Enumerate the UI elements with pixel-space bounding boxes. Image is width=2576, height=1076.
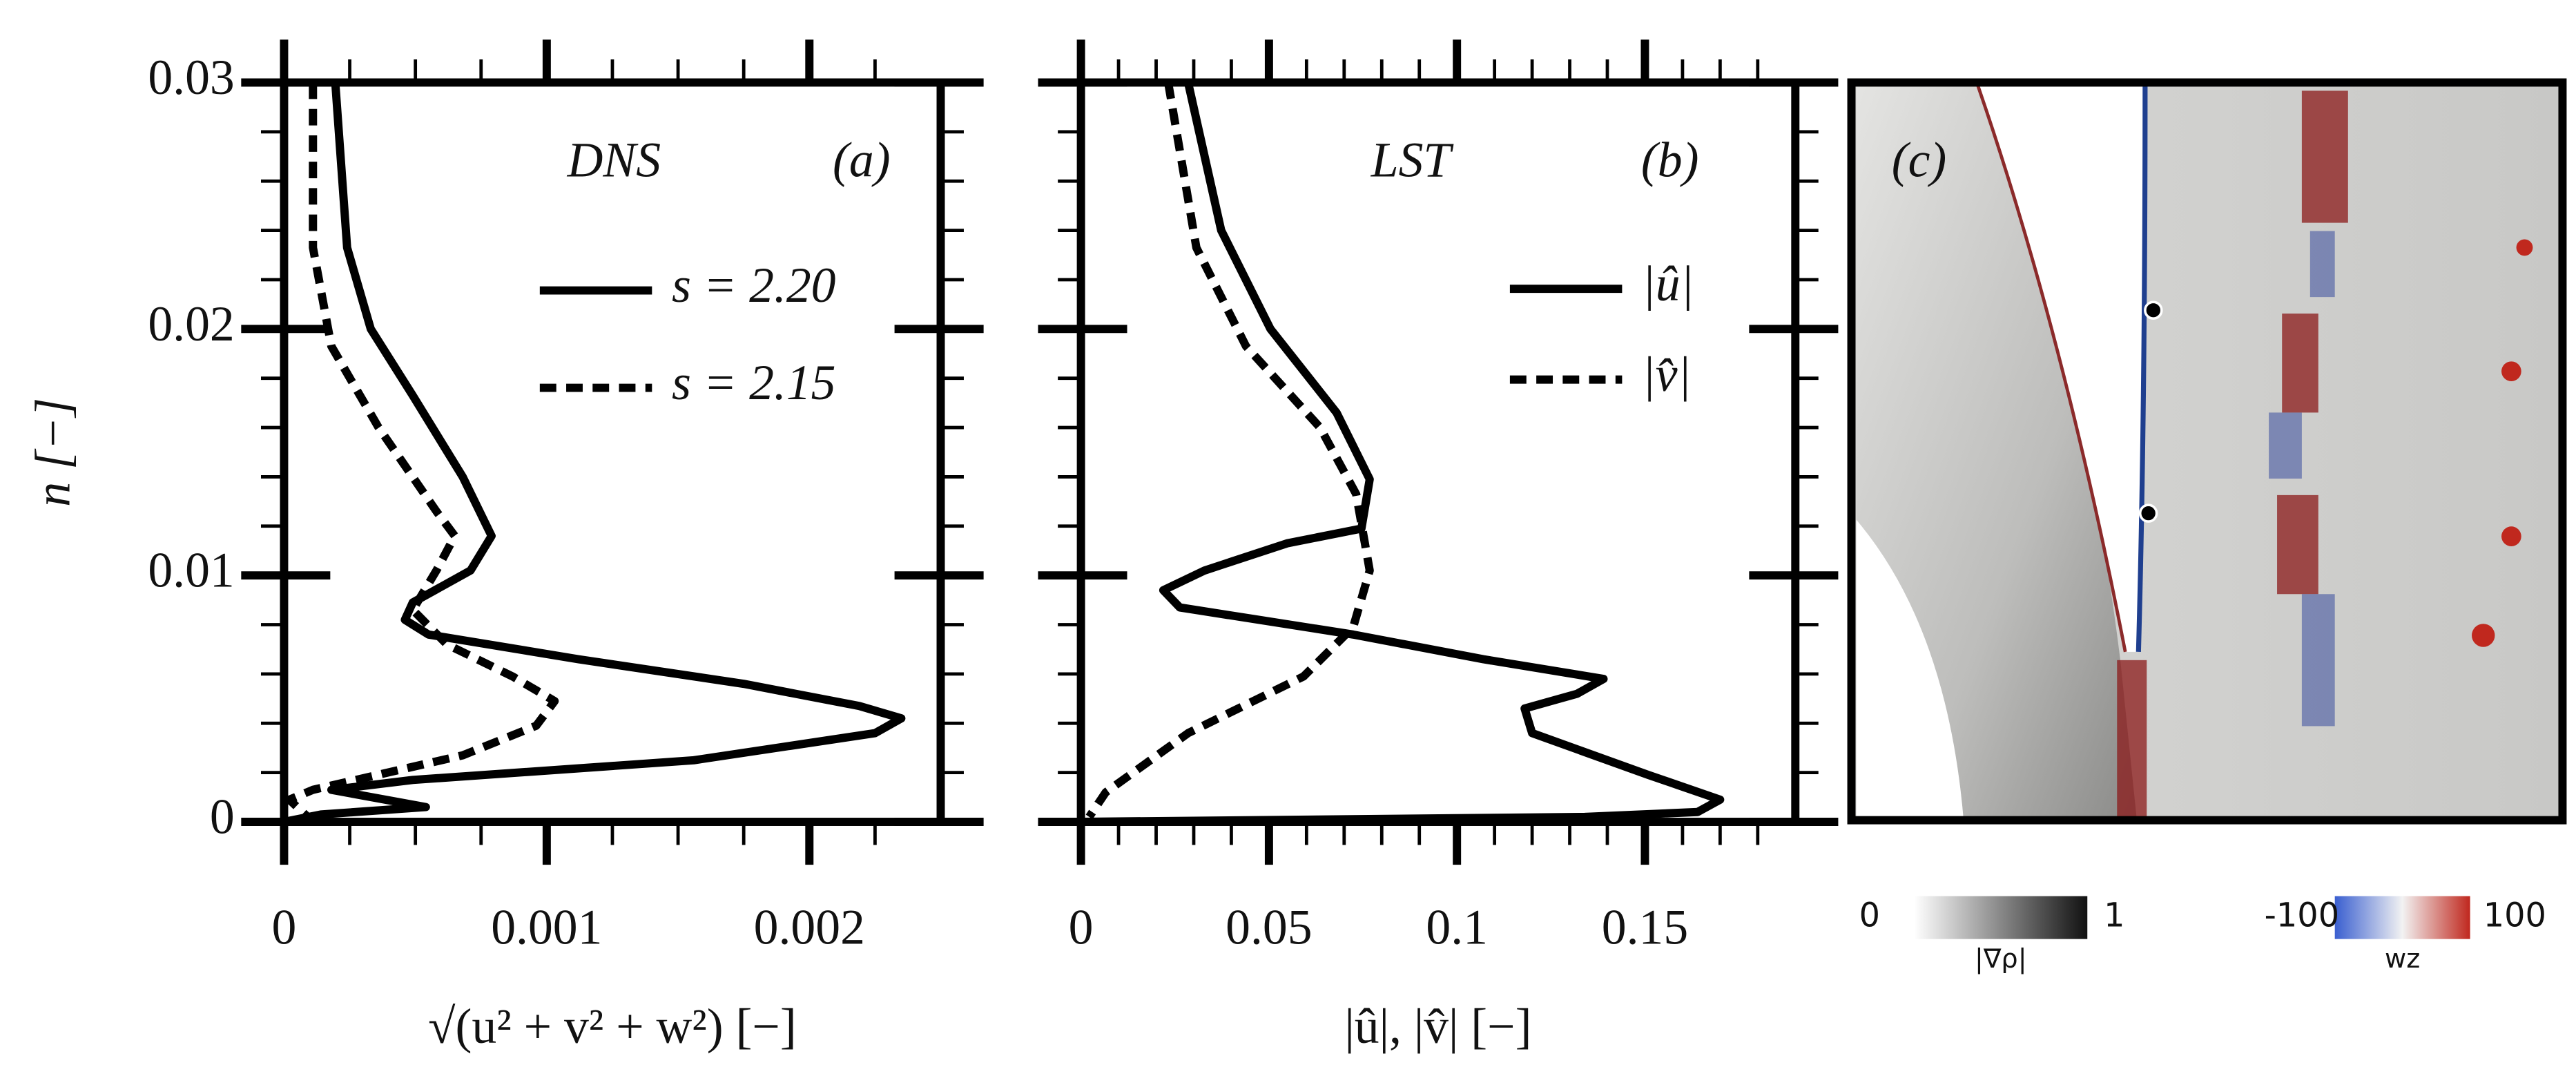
panel-label: (b) (1641, 132, 1699, 187)
plot-frame (280, 78, 945, 826)
colorbar-tick-label: 0 (1859, 897, 1880, 935)
legend-label: |v̂| (1642, 347, 1691, 402)
legend-label: s = 2.15 (672, 355, 836, 410)
y-tick-label: 0.01 (148, 543, 234, 598)
x-tick-label: 0 (272, 900, 297, 955)
legend-label: |û| (1642, 256, 1694, 311)
colorbar-tick-label: 1 (2104, 897, 2124, 935)
colorbar (1914, 896, 2088, 939)
panel-label: (c) (1892, 132, 1947, 187)
x-axis-label: √(u² + v² + w²) [−] (428, 999, 797, 1054)
profile-line (283, 82, 906, 826)
x-axis-label: |û|, |v̂| [−] (1344, 999, 1531, 1054)
x-tick-label: 0.05 (1226, 900, 1312, 955)
colorbar-tick-label: 100 (2483, 897, 2546, 935)
profile-line (285, 82, 559, 825)
annotation: DNS (567, 132, 661, 187)
x-tick-label: 0 (1069, 900, 1094, 955)
colorbar-label: wz (2385, 944, 2420, 974)
colorbar (2334, 896, 2470, 939)
colorbar-label: |∇ρ| (1975, 944, 2027, 974)
y-axis-label: n [−] (26, 398, 81, 507)
y-tick-label: 0.02 (148, 296, 234, 352)
profile-line (1081, 81, 1725, 826)
y-tick-label: 0 (210, 789, 235, 844)
colorbar-tick-label: -100 (2265, 897, 2339, 935)
profile-line (1085, 81, 1374, 820)
flow-field (1847, 78, 2567, 825)
colorbars: 0 1 |∇ρ| -100 100 wz (1859, 896, 2546, 974)
annotation: LST (1371, 132, 1455, 187)
x-tick-label: 0.1 (1426, 900, 1488, 955)
panel-label: (a) (833, 132, 891, 187)
x-tick-label: 0.002 (754, 900, 865, 955)
y-tick-label: 0.03 (148, 50, 234, 105)
x-tick-label: 0.15 (1602, 900, 1688, 955)
x-tick-label: 0.001 (491, 900, 602, 955)
legend-label: s = 2.20 (672, 258, 836, 313)
